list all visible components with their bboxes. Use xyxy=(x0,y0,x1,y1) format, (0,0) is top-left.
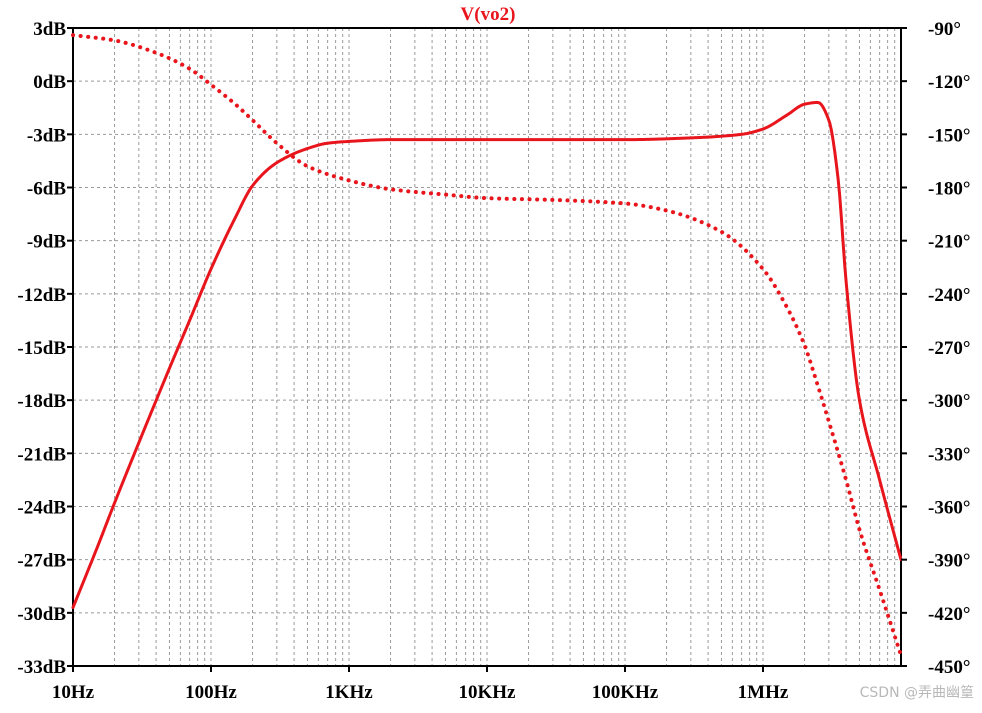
y-left-tick-label: 3dB xyxy=(33,19,66,40)
x-tick-label: 1MHz xyxy=(738,682,789,703)
y-left-tick-label: 0dB xyxy=(33,72,66,93)
y-left-tick-label: -27dB xyxy=(17,551,66,572)
x-tick-label: 100Hz xyxy=(185,682,237,703)
y-right-tick-label: -150° xyxy=(928,125,970,146)
chart-title: V(vo2) xyxy=(461,4,516,25)
y-left-tick-label: -21dB xyxy=(17,444,66,465)
y-left-tick-label: -9dB xyxy=(27,232,66,253)
y-right-tick-label: -180° xyxy=(928,179,970,200)
y-left-tick-label: -24dB xyxy=(17,498,66,519)
y-right-tick-label: -360° xyxy=(928,498,970,519)
x-tick-label: 10Hz xyxy=(52,682,95,703)
y-right-tick-label: -120° xyxy=(928,72,970,93)
y-left-tick-label: -15dB xyxy=(17,338,66,359)
x-tick-label: 10KHz xyxy=(459,682,517,703)
y-right-tick-label: -270° xyxy=(928,338,970,359)
y-left-tick-label: -18dB xyxy=(17,391,66,412)
y-right-tick-label: -420° xyxy=(928,604,970,625)
y-left-tick-label: -12dB xyxy=(17,285,66,306)
y-right-tick-label: -390° xyxy=(928,551,970,572)
watermark-text: CSDN @弄曲幽篁 xyxy=(859,685,974,701)
magnitude-series-line xyxy=(71,100,903,610)
x-tick-label: 100KHz xyxy=(592,682,659,703)
y-right-tick-label: -240° xyxy=(928,285,970,306)
y-left-tick-label: -33dB xyxy=(17,657,66,678)
y-left-tick-label: -6dB xyxy=(27,179,66,200)
axis-layer: 10Hz 100Hz 1KHz 10KHz 100KHz 1MHz 3dB 0dB -3dB -6… xyxy=(17,19,970,703)
x-tick-label: 1KHz xyxy=(325,682,373,703)
y-right-tick-label: -300° xyxy=(928,391,970,412)
y-right-tick-label: -90° xyxy=(928,19,961,40)
y-right-tick-label: -210° xyxy=(928,232,970,253)
grid-layer xyxy=(73,28,901,666)
y-left-tick-label: -3dB xyxy=(27,125,66,146)
y-right-tick-label: -450° xyxy=(928,657,970,678)
y-left-tick-label: -30dB xyxy=(17,604,66,625)
series-layer xyxy=(71,33,903,658)
y-right-tick-label: -330° xyxy=(928,444,970,465)
